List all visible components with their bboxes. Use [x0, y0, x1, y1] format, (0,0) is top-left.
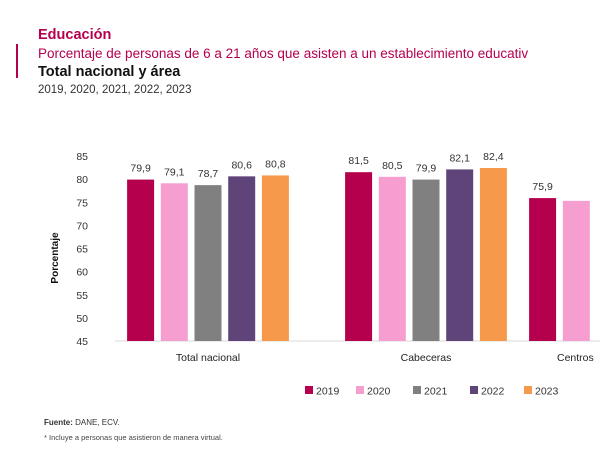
bar-2020 [562, 200, 590, 341]
source-label: Fuente: [44, 418, 73, 427]
y-tick-label: 55 [76, 290, 88, 302]
bar-2019 [345, 172, 373, 341]
data-label: 80,5 [382, 160, 403, 172]
legend-swatch-2019 [305, 386, 313, 394]
bar-2021 [194, 185, 222, 341]
source-note: Fuente: DANE, ECV. [44, 418, 120, 427]
bar-2021 [412, 179, 440, 341]
data-label: 82,4 [483, 151, 504, 163]
x-category-label: Centros [557, 352, 594, 364]
bar-2023 [261, 175, 289, 341]
legend-swatch-2023 [524, 386, 532, 394]
x-category-label: Total nacional [176, 352, 240, 364]
bar-2022 [446, 169, 474, 341]
y-axis-label: Porcentaje [50, 232, 61, 284]
y-tick-label: 45 [76, 336, 88, 348]
bar-2023 [479, 168, 507, 341]
data-label: 80,8 [265, 158, 286, 170]
title-accent-bar [16, 44, 18, 78]
data-label: 79,9 [416, 163, 437, 175]
footnote: * Incluye a personas que asistieron de m… [44, 433, 223, 442]
chart-years: 2019, 2020, 2021, 2022, 2023 [38, 84, 192, 96]
x-category-label: Cabeceras [401, 352, 452, 364]
bar-2019 [127, 179, 155, 341]
data-label: 80,6 [231, 159, 252, 171]
legend-swatch-2020 [356, 386, 364, 394]
bar-2022 [228, 176, 256, 341]
data-label: 78,7 [198, 168, 219, 180]
data-label: 75,9 [532, 181, 553, 193]
chart-subtitle: Total nacional y área [38, 64, 181, 80]
y-tick-label: 85 [76, 151, 88, 163]
bar-2020 [160, 183, 188, 341]
y-tick-label: 65 [76, 244, 88, 256]
legend-swatch-2021 [413, 386, 421, 394]
legend-swatch-2022 [470, 386, 478, 394]
y-tick-label: 75 [76, 197, 88, 209]
data-label: 79,1 [164, 166, 185, 178]
y-tick-label: 50 [76, 313, 88, 325]
y-tick-label: 70 [76, 220, 88, 232]
legend-label: 2023 [535, 386, 559, 398]
chart-title: Porcentaje de personas de 6 a 21 años qu… [38, 46, 529, 61]
data-label: 82,1 [449, 152, 470, 164]
data-label: 81,5 [348, 155, 369, 167]
bar-2019 [529, 198, 557, 341]
legend-label: 2020 [367, 386, 391, 398]
bar-2020 [378, 176, 406, 341]
legend-label: 2019 [316, 386, 340, 398]
data-label: 79,9 [130, 163, 151, 175]
y-tick-label: 80 [76, 174, 88, 186]
legend-label: 2022 [481, 386, 505, 398]
source-text: DANE, ECV. [72, 418, 120, 427]
legend-label: 2021 [424, 386, 448, 398]
y-tick-label: 60 [76, 267, 88, 279]
section-title: Educación [38, 27, 112, 43]
